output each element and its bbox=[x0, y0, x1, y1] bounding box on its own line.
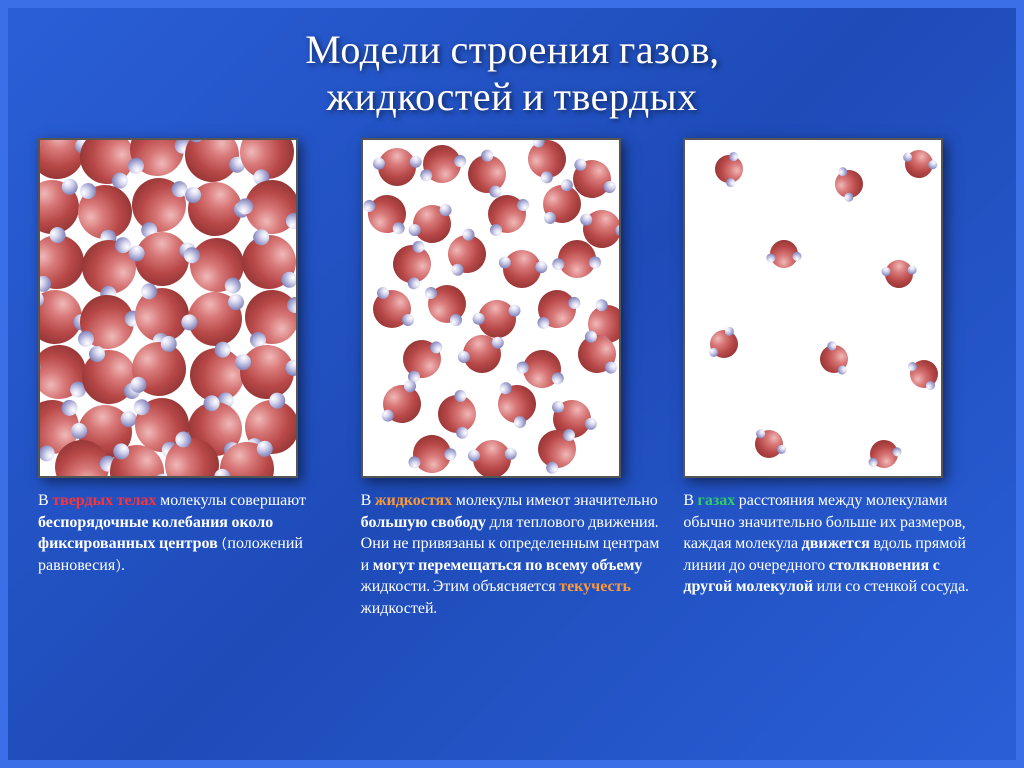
molecule bbox=[830, 165, 868, 203]
molecule bbox=[373, 290, 411, 328]
molecule bbox=[900, 145, 938, 183]
molecule bbox=[880, 254, 919, 293]
panel-liquid: В жидкостях молекулы имеют значительно б… bbox=[361, 138, 664, 620]
caption-gas: В газах расстояния между молекулами обыч… bbox=[683, 490, 986, 598]
molecule bbox=[521, 138, 573, 185]
molecule bbox=[816, 341, 852, 377]
title-line-1: Модели строения газов, bbox=[28, 26, 996, 73]
molecule bbox=[457, 330, 506, 379]
diagram-solid bbox=[38, 138, 298, 478]
molecule bbox=[406, 428, 458, 478]
title-line-2: жидкостей и твердых bbox=[28, 73, 996, 120]
molecule bbox=[428, 285, 466, 323]
molecule bbox=[216, 438, 279, 478]
molecule bbox=[866, 436, 902, 472]
molecule bbox=[765, 234, 804, 273]
molecule bbox=[417, 140, 466, 189]
molecule bbox=[575, 332, 619, 376]
slide-title: Модели строения газов, жидкостей и тверд… bbox=[8, 8, 1016, 128]
molecule bbox=[708, 328, 740, 360]
molecule bbox=[128, 338, 191, 401]
molecule bbox=[430, 387, 484, 441]
molecule bbox=[380, 382, 424, 426]
diagram-liquid bbox=[361, 138, 621, 478]
molecule bbox=[385, 237, 439, 291]
diagram-gas bbox=[683, 138, 943, 478]
molecule bbox=[753, 428, 785, 460]
panel-gas: В газах расстояния между молекулами обыч… bbox=[683, 138, 986, 620]
molecule bbox=[910, 360, 938, 388]
molecule bbox=[461, 148, 513, 200]
molecule bbox=[370, 140, 424, 194]
molecule bbox=[465, 432, 519, 478]
molecule bbox=[82, 350, 136, 404]
molecule bbox=[710, 149, 749, 188]
panels-row: В твердых телах молекулы совершают беспо… bbox=[8, 128, 1016, 620]
molecule bbox=[488, 195, 526, 233]
molecule bbox=[532, 425, 581, 474]
molecule bbox=[400, 337, 444, 381]
caption-solid: В твердых телах молекулы совершают беспо… bbox=[38, 490, 341, 576]
molecule bbox=[365, 192, 409, 236]
molecule bbox=[238, 231, 298, 294]
molecule bbox=[535, 287, 579, 331]
panel-solid: В твердых телах молекулы совершают беспо… bbox=[38, 138, 341, 620]
caption-liquid: В жидкостях молекулы имеют значительно б… bbox=[361, 490, 664, 620]
molecule bbox=[186, 234, 249, 297]
